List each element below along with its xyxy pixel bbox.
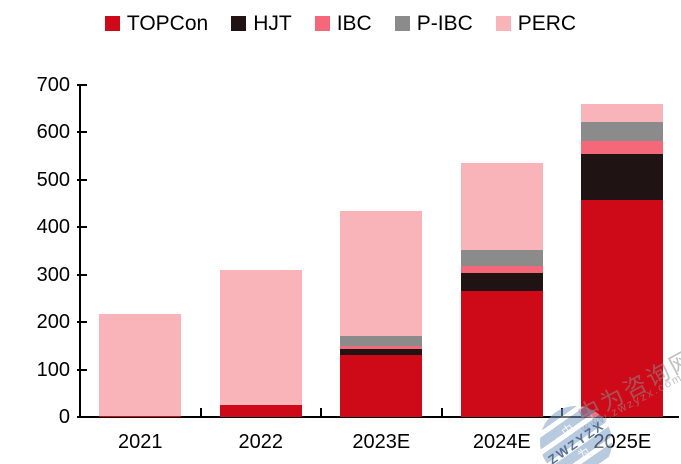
y-tick-mark (77, 131, 87, 134)
legend-swatch-hjt (231, 16, 247, 31)
bar-segment-topcon-2023E (340, 355, 423, 417)
bar-segment-p-ibc-2023E (340, 336, 423, 346)
bar-segment-ibc-2025E (581, 141, 664, 154)
legend-item-topcon: TOPCon (104, 12, 209, 35)
y-tick-label: 200 (36, 311, 70, 334)
legend-label: PERC (517, 12, 577, 35)
bar-segment-hjt-2023E (340, 349, 423, 356)
bar-segment-hjt-2024E (460, 273, 543, 292)
bar-segment-perc-2021 (99, 313, 182, 416)
y-tick-label: 0 (58, 406, 70, 428)
bar-segment-topcon-2021 (99, 415, 182, 417)
bar-segment-ibc-2024E (460, 265, 543, 274)
legend-item-perc: PERC (495, 12, 577, 35)
legend-swatch-topcon (104, 16, 120, 31)
bar-segment-perc-2023E (340, 210, 423, 337)
legend-swatch-ibc (314, 16, 330, 31)
y-tick-mark (77, 84, 87, 86)
chart-legend: TOPCon HJT IBC P-IBC PERC (0, 13, 681, 34)
legend-label: HJT (253, 12, 292, 35)
x-tick-mark (199, 408, 202, 417)
x-category-label: 2021 (118, 431, 163, 453)
y-tick-mark (77, 273, 87, 276)
bar-segment-perc-2022 (219, 269, 302, 406)
bar-segment-topcon-2022 (219, 405, 302, 417)
x-tick-mark (320, 408, 322, 417)
legend-label: TOPCon (126, 12, 209, 35)
y-tick-label: 600 (36, 121, 70, 144)
y-axis-line (79, 85, 81, 418)
y-tick-mark (77, 321, 87, 324)
y-tick-label: 700 (36, 74, 70, 96)
legend-item-ibc: IBC (314, 12, 372, 35)
x-tick-mark (440, 408, 443, 417)
y-tick-label: 300 (36, 263, 70, 286)
y-tick-label: 500 (36, 168, 70, 191)
legend-swatch-perc (495, 16, 511, 31)
legend-label: IBC (336, 12, 372, 35)
y-tick-label: 100 (36, 358, 70, 381)
legend-item-hjt: HJT (231, 13, 292, 34)
bar-segment-p-ibc-2025E (581, 121, 664, 142)
bar-segment-topcon-2024E (460, 291, 543, 417)
y-tick-mark (77, 226, 87, 229)
y-tick-mark (77, 178, 87, 181)
legend-label: P-IBC (416, 12, 473, 35)
x-category-label: 2023E (352, 431, 411, 453)
x-category-label: 2022 (238, 431, 284, 453)
bar-segment-hjt-2025E (581, 153, 664, 200)
bar-segment-ibc-2023E (340, 345, 423, 350)
watermark-badge-text: ZWZYZX (544, 417, 608, 464)
x-axis-line (79, 416, 679, 418)
bar-segment-perc-2024E (460, 163, 543, 250)
y-tick-mark (77, 368, 87, 371)
bar-segment-p-ibc-2024E (460, 249, 543, 266)
legend-swatch-p-ibc (394, 16, 410, 31)
bar-segment-perc-2025E (581, 103, 664, 122)
y-tick-label: 400 (36, 216, 70, 239)
y-tick-mark (77, 416, 87, 418)
legend-item-p-ibc: P-IBC (394, 12, 473, 35)
bar-segment-topcon-2025E (581, 199, 664, 417)
x-category-label: 2024E (472, 431, 531, 453)
